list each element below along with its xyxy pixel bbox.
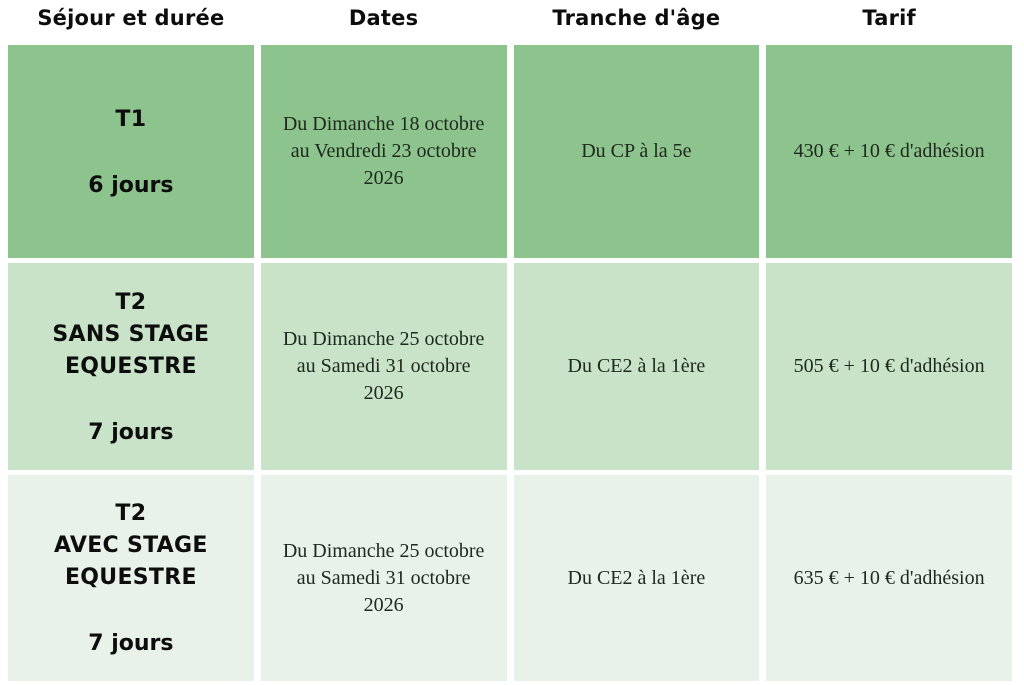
cell-age-row2: Du CE2 à la 1ère [513, 263, 760, 470]
price: 430 € + 10 € d'adhésion [793, 140, 985, 162]
sejour-duration: 7 jours [88, 631, 174, 656]
cell-age-row3: Du CE2 à la 1ère [513, 475, 760, 681]
sejour-title-line: EQUESTRE [64, 353, 197, 379]
dates-line: Du Dimanche 25 octobre [282, 328, 485, 350]
dates-line: 2026 [363, 382, 404, 404]
dates-line: au Samedi 31 octobre [296, 355, 471, 377]
cell-sejour-row1: T1 6 jours [8, 45, 254, 258]
sejour-title: T1 [115, 104, 146, 136]
column-header-dates: Dates [260, 0, 507, 40]
age-range: Du CE2 à la 1ère [567, 355, 706, 377]
sejour-title-line: EQUESTRE [64, 565, 197, 590]
cell-dates-row3: Du Dimanche 25 octobre au Samedi 31 octo… [260, 475, 507, 681]
dates-line: 2026 [363, 167, 404, 189]
sejour-title-line: AVEC STAGE [54, 533, 208, 558]
sejour-title-line: SANS STAGE [52, 321, 210, 347]
cell-sejour-row2: T2 SANS STAGE EQUESTRE 7 jours [8, 263, 254, 470]
column-header-tranche-age: Tranche d'âge [513, 0, 760, 40]
dates-line: Du Dimanche 25 octobre [282, 539, 485, 562]
cell-price-row1: 430 € + 10 € d'adhésion [766, 45, 1012, 258]
sejour-duration: 7 jours [88, 419, 174, 445]
sejour-title-line: T2 [115, 501, 147, 526]
cell-price-row2: 505 € + 10 € d'adhésion [766, 263, 1012, 470]
age-range: Du CE2 à la 1ère [567, 566, 706, 589]
sejour-title: T2 AVEC STAGE EQUESTRE [54, 498, 208, 594]
dates-line: au Vendredi 23 octobre [290, 140, 477, 162]
dates-line: au Samedi 31 octobre [296, 566, 471, 589]
pricing-table: Séjour et durée Dates Tranche d'âge Tari… [8, 0, 1012, 681]
age-range: Du CP à la 5e [581, 140, 692, 162]
cell-dates-row2: Du Dimanche 25 octobre au Samedi 31 octo… [260, 263, 507, 470]
sejour-title: T2 SANS STAGE EQUESTRE [52, 287, 209, 383]
column-header-tarif: Tarif [766, 0, 1012, 40]
sejour-title-line: T2 [115, 289, 147, 315]
dates-line: 2026 [363, 593, 404, 616]
price: 635 € + 10 € d'adhésion [793, 566, 985, 589]
cell-age-row1: Du CP à la 5e [513, 45, 760, 258]
cell-sejour-row3: T2 AVEC STAGE EQUESTRE 7 jours [8, 475, 254, 681]
price: 505 € + 10 € d'adhésion [793, 355, 985, 377]
dates-line: Du Dimanche 18 octobre [282, 113, 485, 135]
cell-price-row3: 635 € + 10 € d'adhésion [766, 475, 1012, 681]
sejour-title-line: T1 [115, 106, 147, 132]
column-header-sejour: Séjour et durée [8, 0, 254, 40]
cell-dates-row1: Du Dimanche 18 octobre au Vendredi 23 oc… [260, 45, 507, 258]
sejour-duration: 6 jours [88, 172, 174, 198]
